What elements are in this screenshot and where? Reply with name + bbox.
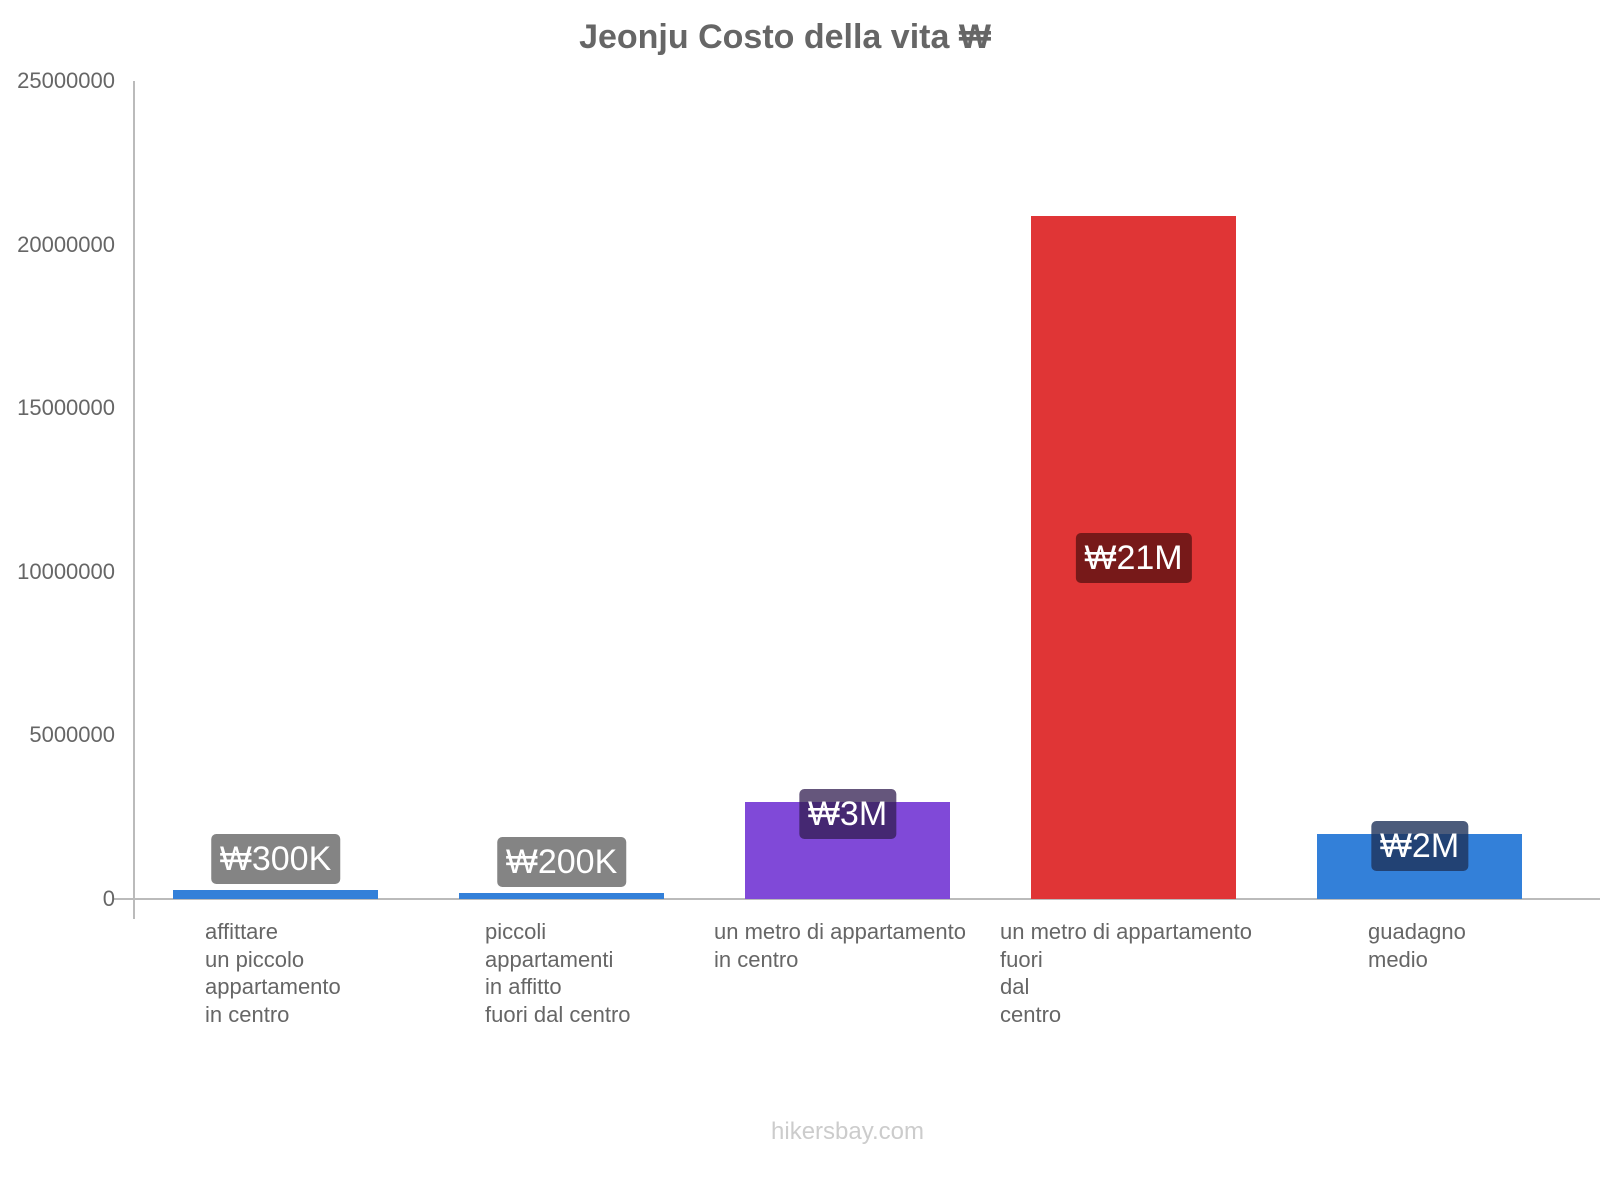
y-tick-label: 10000000	[17, 558, 115, 584]
y-tick-label: 15000000	[17, 395, 115, 421]
value-label: ₩21M	[1075, 532, 1192, 583]
value-label: ₩3M	[798, 789, 897, 840]
watermark: hikersbay.com	[771, 1118, 924, 1145]
x-category-label: affittare un piccolo appartamento in cen…	[205, 919, 341, 1027]
chart-title: Jeonju Costo della vita ₩	[579, 18, 991, 56]
x-category-label: un metro di appartamento in centro	[714, 919, 966, 972]
bar-rent-small-center[interactable]	[173, 890, 378, 899]
y-tick-label: 25000000	[17, 68, 115, 93]
x-axis-line	[113, 898, 1600, 900]
value-label: ₩300K	[210, 834, 341, 884]
y-tick-label: 20000000	[17, 231, 115, 257]
x-category-label: piccoli appartamenti in affitto fuori da…	[485, 919, 631, 1027]
bar-rent-small-outside[interactable]	[459, 893, 664, 899]
y-tick-label: 0	[102, 886, 115, 911]
value-label: ₩200K	[496, 837, 627, 888]
y-tick-label: 5000000	[29, 722, 115, 748]
x-category-label: guadagno medio	[1368, 919, 1466, 972]
value-label: ₩2M	[1370, 820, 1469, 871]
x-category-label: un metro di appartamento fuori dal centr…	[1000, 919, 1252, 1027]
y-axis-line	[133, 81, 135, 919]
